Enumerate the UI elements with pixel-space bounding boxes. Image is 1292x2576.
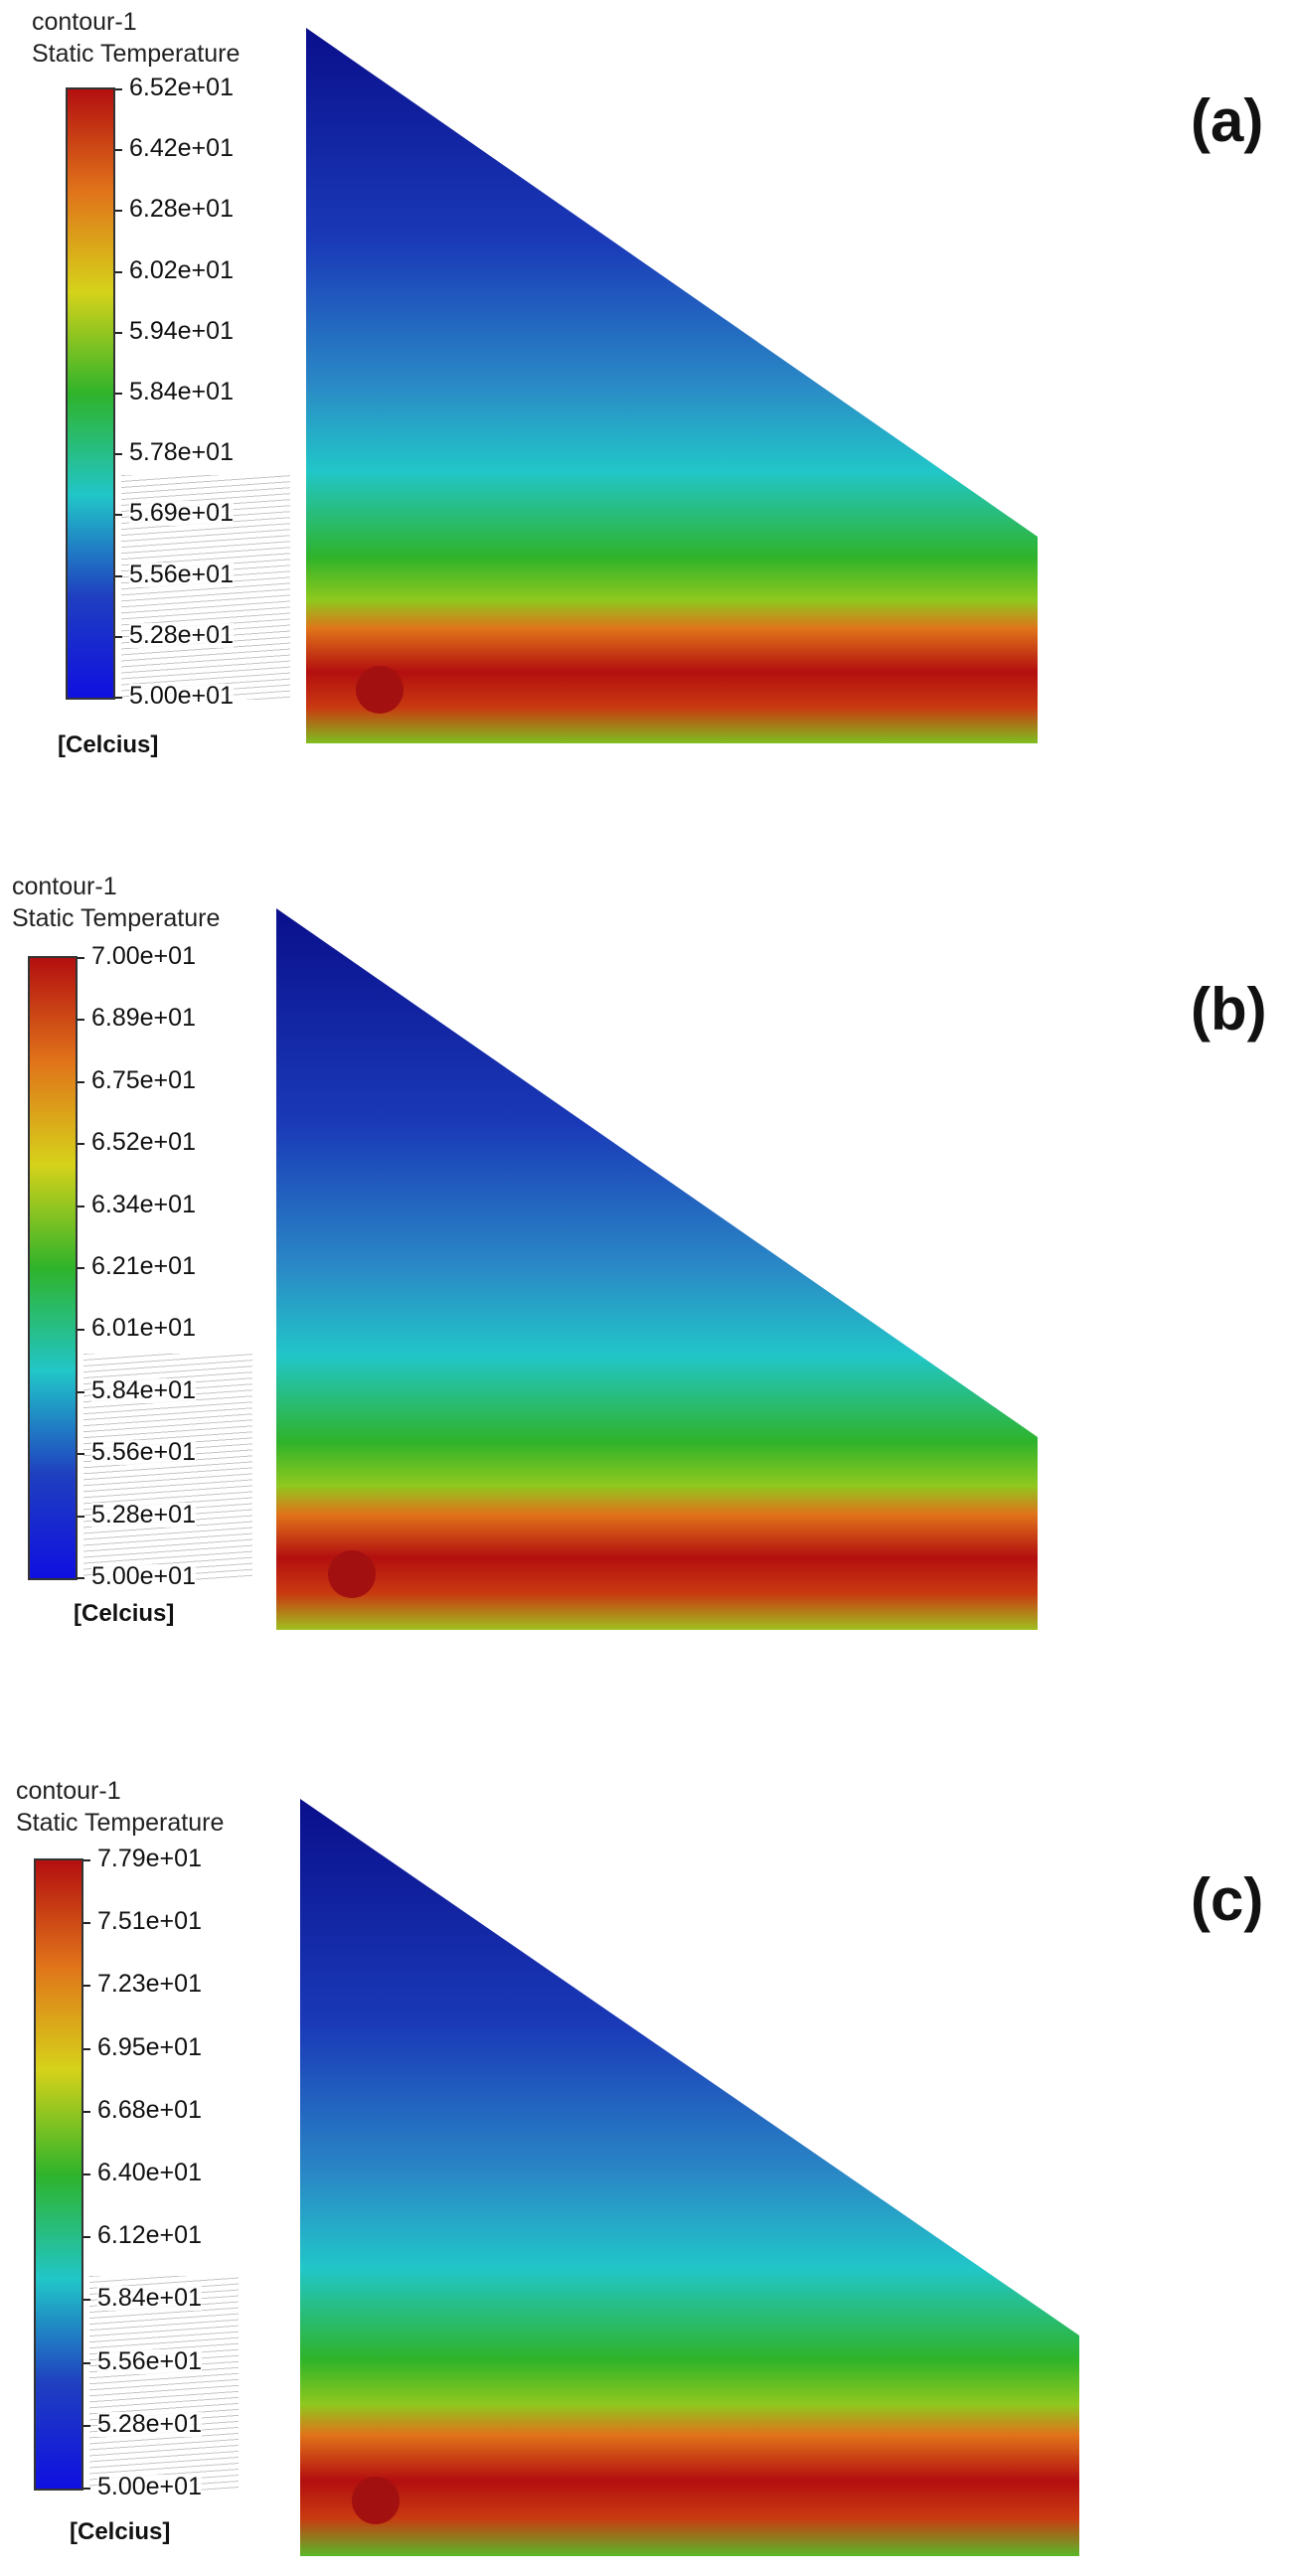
colorbar: [34, 1858, 83, 2491]
colorbar-tick-label: 5.28e+01: [91, 1500, 196, 1529]
colorbar-tick-label: 6.40e+01: [97, 2159, 202, 2186]
colorbar-tick-mark: [83, 2424, 90, 2427]
colorbar-tick-label: 6.52e+01: [129, 74, 234, 101]
colorbar-tick-mark: [83, 2488, 90, 2490]
colorbar-tick-mark: [78, 1205, 84, 1208]
colorbar-tick-label: 7.23e+01: [97, 1970, 202, 1999]
unit-label: [Celcius]: [74, 1600, 175, 1627]
variable-name: Static Temperature: [12, 904, 221, 932]
temperature-field: [306, 28, 1038, 743]
colorbar-tick-mark: [83, 1922, 90, 1925]
legend-hatching: [89, 2276, 239, 2491]
heat-source: [352, 2477, 400, 2524]
colorbar-tick-label: 5.56e+01: [129, 560, 234, 588]
colorbar-tick-mark: [115, 210, 122, 213]
panel-label: (c): [1191, 1866, 1264, 1933]
heat-source: [356, 666, 404, 714]
colorbar-tick-mark: [83, 2174, 90, 2175]
colorbar-tick-label: 6.34e+01: [91, 1190, 196, 1218]
panel-label: (b): [1191, 976, 1267, 1043]
colorbar-tick-mark: [115, 697, 122, 699]
colorbar-tick-mark: [115, 88, 122, 90]
colorbar-tick-mark: [83, 2361, 90, 2364]
colorbar-tick-label: 6.12e+01: [97, 2221, 202, 2250]
colorbar-tick-label: 7.79e+01: [97, 1845, 202, 1872]
triangular-domain: [306, 28, 1038, 743]
colorbar: [28, 956, 78, 1580]
colorbar-tick-mark: [78, 1329, 84, 1332]
contour-panel-c: contour-1 Static Temperature [Celcius] (…: [0, 1769, 1292, 2574]
colorbar-tick-label: 5.84e+01: [97, 2284, 202, 2313]
colorbar-tick-label: 6.28e+01: [129, 195, 234, 224]
colorbar-tick-mark: [115, 635, 122, 638]
colorbar-tick-mark: [78, 1080, 84, 1083]
colorbar-tick-label: 5.00e+01: [129, 682, 234, 710]
colorbar-tick-mark: [83, 2110, 90, 2113]
colorbar-tick-mark: [78, 1390, 84, 1393]
colorbar-tick-label: 6.42e+01: [129, 134, 234, 163]
colorbar-tick-label: 6.21e+01: [91, 1252, 196, 1280]
colorbar-tick-label: 5.28e+01: [129, 620, 234, 649]
colorbar-tick-label: 6.75e+01: [91, 1065, 196, 1094]
contour-panel-b: contour-1 Static Temperature [Celcius] (…: [0, 865, 1292, 1660]
contour-name: contour-1: [16, 1777, 121, 1805]
colorbar-tick-mark: [78, 1267, 84, 1269]
colorbar-tick-label: 6.52e+01: [91, 1128, 196, 1157]
colorbar-tick-mark: [83, 1985, 90, 1988]
colorbar-tick-mark: [115, 270, 122, 273]
colorbar-tick-mark: [78, 1515, 84, 1518]
colorbar-tick-mark: [78, 1019, 84, 1022]
contour-name: contour-1: [32, 8, 137, 36]
colorbar-tick-mark: [78, 957, 84, 959]
triangular-domain: [276, 908, 1038, 1630]
colorbar-tick-label: 6.95e+01: [97, 2032, 202, 2061]
panel-label: (a): [1191, 87, 1264, 154]
colorbar-tick-label: 5.84e+01: [91, 1375, 196, 1404]
variable-name: Static Temperature: [32, 40, 241, 68]
colorbar-tick-mark: [78, 1143, 84, 1146]
heat-source: [328, 1550, 376, 1598]
colorbar-tick-label: 5.00e+01: [97, 2473, 202, 2500]
temperature-field: [276, 908, 1038, 1630]
temperature-field: [300, 1799, 1079, 2556]
colorbar-tick-label: 5.56e+01: [97, 2346, 202, 2375]
colorbar-tick-mark: [83, 2299, 90, 2302]
variable-name: Static Temperature: [16, 1809, 225, 1837]
colorbar-tick-label: 5.84e+01: [129, 378, 234, 405]
unit-label: [Celcius]: [58, 731, 159, 758]
colorbar-tick-mark: [115, 149, 122, 152]
triangular-domain: [300, 1799, 1079, 2556]
colorbar-tick-label: 6.02e+01: [129, 255, 234, 284]
colorbar-tick-label: 5.56e+01: [91, 1438, 196, 1467]
colorbar-tick-label: 5.00e+01: [91, 1562, 196, 1590]
colorbar-tick-mark: [115, 574, 122, 577]
colorbar-tick-mark: [78, 1453, 84, 1456]
colorbar-tick-mark: [115, 331, 122, 334]
colorbar-tick-mark: [78, 1577, 84, 1579]
colorbar-tick-label: 5.94e+01: [129, 316, 234, 345]
colorbar-tick-mark: [115, 453, 122, 456]
colorbar-tick-mark: [115, 514, 122, 517]
unit-label: [Celcius]: [70, 2518, 171, 2545]
colorbar-tick-label: 6.89e+01: [91, 1004, 196, 1033]
colorbar-tick-label: 5.69e+01: [129, 499, 234, 528]
colorbar-tick-mark: [83, 1859, 90, 1861]
colorbar-tick-mark: [83, 2236, 90, 2239]
colorbar-tick-label: 6.68e+01: [97, 2095, 202, 2124]
colorbar-tick-label: 7.00e+01: [91, 942, 196, 970]
contour-panel-a: contour-1 Static Temperature [Celcius] (…: [0, 0, 1292, 795]
colorbar-tick-label: 7.51e+01: [97, 1907, 202, 1936]
colorbar: [66, 87, 115, 700]
colorbar-tick-mark: [83, 2047, 90, 2050]
colorbar-tick-label: 5.78e+01: [129, 438, 234, 467]
colorbar-tick-label: 5.28e+01: [97, 2409, 202, 2438]
colorbar-tick-label: 6.01e+01: [91, 1314, 196, 1343]
contour-name: contour-1: [12, 873, 117, 900]
colorbar-tick-mark: [115, 393, 122, 395]
